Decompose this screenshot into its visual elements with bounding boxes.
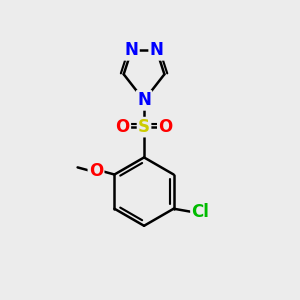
Text: O: O xyxy=(158,118,172,136)
Text: N: N xyxy=(150,41,164,59)
Text: O: O xyxy=(89,162,103,180)
Text: Cl: Cl xyxy=(191,203,209,221)
Text: N: N xyxy=(137,92,151,110)
Text: O: O xyxy=(116,118,130,136)
Text: N: N xyxy=(124,41,138,59)
Text: S: S xyxy=(138,118,150,136)
